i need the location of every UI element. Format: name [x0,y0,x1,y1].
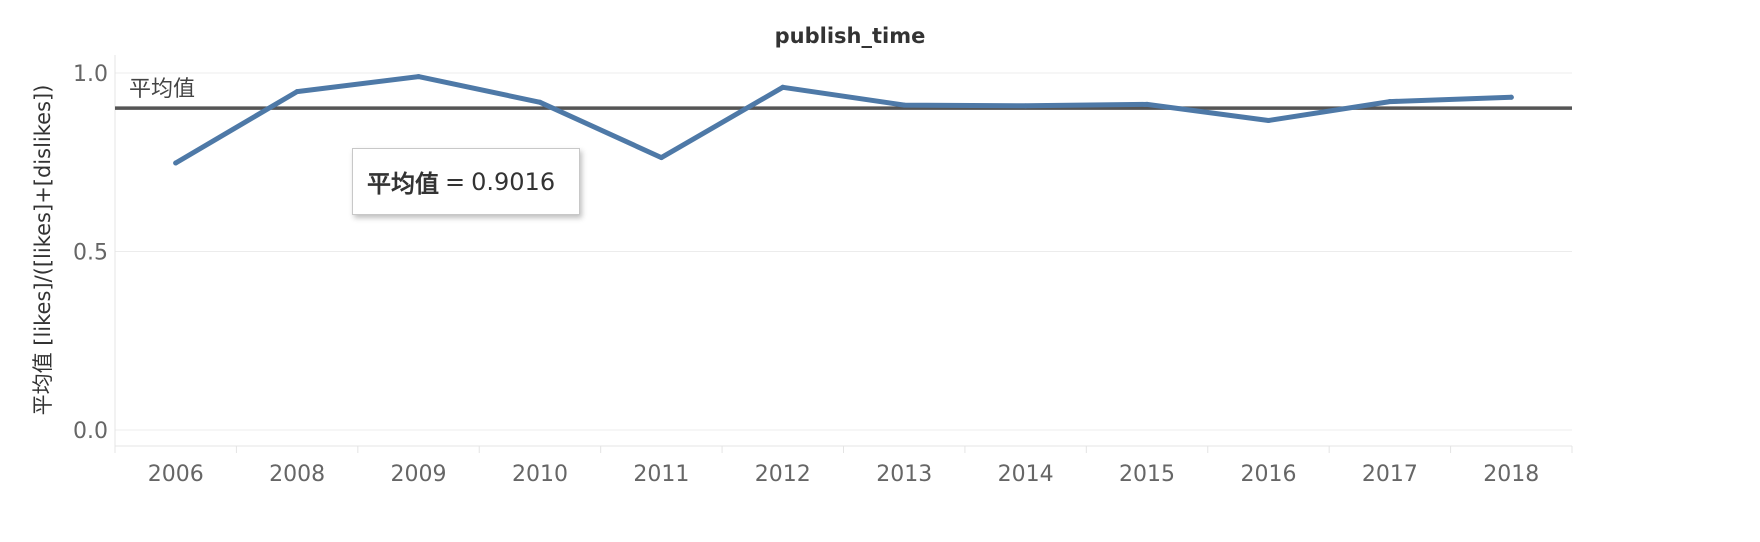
tooltip-separator: = [445,167,466,196]
x-axis: 2006 2008 2009 2010 2011 2012 2013 2014 2015 2016… [114,446,1573,487]
tooltip-name: 平均值 [367,170,439,198]
data-point[interactable] [294,89,300,95]
y-tick-label: 1.0 [73,62,108,87]
chart-title: publish_time [775,24,926,48]
data-point[interactable] [1023,103,1029,109]
x-tick-label: 2014 [998,462,1054,487]
x-tick-label: 2011 [633,462,689,487]
x-tick-label: 2012 [755,462,811,487]
data-point[interactable] [1265,117,1271,123]
reference-line-label: 平均值 [129,77,195,102]
x-tick-label: 2016 [1240,462,1296,487]
series-line [173,74,1514,166]
x-tick-label: 2006 [148,462,204,487]
data-point[interactable] [901,102,907,108]
data-point[interactable] [1508,94,1514,100]
y-axis: 0.0 0.5 1.0 [73,62,108,444]
data-point[interactable] [537,99,543,105]
gridlines [114,55,1572,447]
series-group [173,74,1514,166]
x-tick-label: 2018 [1483,462,1539,487]
average-tooltip: 平均值 = 0.9016 [352,148,580,215]
data-point[interactable] [780,84,786,90]
y-tick-label: 0.5 [73,241,108,266]
x-tick-label: 2015 [1119,462,1175,487]
tooltip-value: 0.9016 [471,167,556,196]
data-point[interactable] [173,160,179,166]
x-tick-label: 2010 [512,462,568,487]
x-tick-label: 2008 [269,462,325,487]
reference-line-group: 平均值 [115,77,1572,110]
data-point[interactable] [416,74,422,80]
x-tick-label: 2017 [1362,462,1418,487]
data-point[interactable] [658,155,664,161]
y-tick-label: 0.0 [73,419,108,444]
x-tick-label: 2009 [391,462,447,487]
y-axis-title: 平均值 [likes]/([likes]+[dislikes]) [31,85,55,416]
data-point[interactable] [1387,99,1393,105]
x-tick-label: 2013 [876,462,932,487]
data-point[interactable] [1144,101,1150,107]
